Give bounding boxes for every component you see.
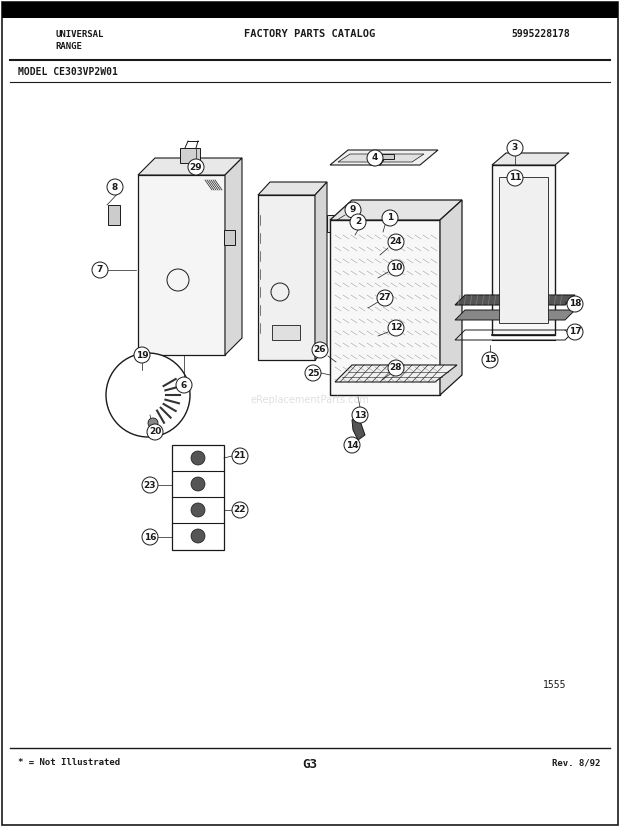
Polygon shape	[330, 220, 440, 395]
Polygon shape	[258, 182, 327, 195]
Text: 3: 3	[512, 144, 518, 152]
Polygon shape	[335, 365, 457, 382]
Text: G3: G3	[303, 758, 317, 771]
Circle shape	[232, 448, 248, 464]
Bar	[382, 154, 394, 159]
Polygon shape	[138, 158, 242, 175]
Circle shape	[92, 262, 108, 278]
Polygon shape	[330, 150, 438, 165]
Circle shape	[312, 342, 328, 358]
Text: 5995228178: 5995228178	[512, 29, 570, 39]
Bar	[499, 177, 548, 323]
Polygon shape	[352, 415, 365, 440]
Text: FACTORY PARTS CATALOG: FACTORY PARTS CATALOG	[244, 29, 376, 39]
Polygon shape	[258, 195, 315, 360]
Text: 28: 28	[390, 364, 402, 372]
Polygon shape	[138, 175, 225, 355]
Text: 17: 17	[569, 327, 582, 337]
Text: 10: 10	[390, 264, 402, 273]
Polygon shape	[225, 158, 242, 355]
Circle shape	[191, 451, 205, 465]
Circle shape	[344, 437, 360, 453]
Text: 27: 27	[379, 294, 391, 303]
Text: 24: 24	[390, 237, 402, 246]
Text: 25: 25	[307, 369, 319, 377]
Circle shape	[188, 159, 204, 175]
Bar	[172, 445, 224, 550]
Circle shape	[148, 418, 158, 428]
Bar	[2, 2, 618, 18]
Text: 19: 19	[136, 351, 148, 360]
Text: 4: 4	[372, 154, 378, 162]
Polygon shape	[440, 200, 462, 395]
Polygon shape	[330, 200, 462, 220]
Polygon shape	[455, 310, 575, 320]
Polygon shape	[492, 153, 569, 165]
Text: 14: 14	[346, 441, 358, 450]
Circle shape	[388, 320, 404, 336]
Text: 11: 11	[509, 174, 521, 183]
Text: 15: 15	[484, 356, 496, 365]
Polygon shape	[224, 230, 235, 245]
Text: 23: 23	[144, 480, 156, 490]
Circle shape	[345, 202, 361, 218]
Text: 7: 7	[97, 265, 103, 275]
Circle shape	[567, 324, 583, 340]
Text: 6: 6	[181, 380, 187, 390]
Text: MODEL CE303VP2W01: MODEL CE303VP2W01	[18, 67, 118, 77]
Circle shape	[388, 234, 404, 250]
Text: 2: 2	[355, 218, 361, 227]
Polygon shape	[327, 215, 340, 232]
Polygon shape	[315, 182, 327, 360]
Text: 26: 26	[314, 346, 326, 355]
Circle shape	[388, 260, 404, 276]
Circle shape	[305, 365, 321, 381]
Circle shape	[191, 477, 205, 491]
Text: 29: 29	[190, 162, 202, 171]
Circle shape	[191, 529, 205, 543]
Circle shape	[191, 503, 205, 517]
Circle shape	[352, 407, 368, 423]
Polygon shape	[180, 148, 200, 163]
Circle shape	[567, 296, 583, 312]
Circle shape	[482, 352, 498, 368]
Text: * = Not Illustrated: * = Not Illustrated	[18, 758, 120, 767]
Text: Rev. 8/92: Rev. 8/92	[552, 758, 600, 767]
Text: 22: 22	[234, 505, 246, 514]
Circle shape	[176, 377, 192, 393]
Text: 18: 18	[569, 299, 582, 308]
Circle shape	[147, 424, 163, 440]
Polygon shape	[108, 205, 120, 225]
Circle shape	[106, 353, 190, 437]
Polygon shape	[455, 295, 575, 305]
Circle shape	[507, 170, 523, 186]
Text: 1: 1	[387, 213, 393, 222]
Circle shape	[377, 290, 393, 306]
Circle shape	[107, 179, 123, 195]
Text: 9: 9	[350, 205, 356, 214]
Circle shape	[388, 360, 404, 376]
Circle shape	[507, 140, 523, 156]
Polygon shape	[492, 165, 555, 335]
Bar	[272, 325, 300, 340]
Circle shape	[350, 214, 366, 230]
Text: 12: 12	[390, 323, 402, 332]
Text: 13: 13	[354, 410, 366, 419]
Text: eReplacementParts.com: eReplacementParts.com	[250, 395, 370, 405]
Circle shape	[232, 502, 248, 518]
Circle shape	[142, 529, 158, 545]
Text: 16: 16	[144, 533, 156, 542]
Circle shape	[134, 347, 150, 363]
Text: 20: 20	[149, 428, 161, 437]
Text: UNIVERSAL
RANGE: UNIVERSAL RANGE	[55, 30, 104, 50]
Polygon shape	[338, 154, 424, 162]
Circle shape	[367, 150, 383, 166]
Text: 21: 21	[234, 452, 246, 461]
Circle shape	[382, 210, 398, 226]
Circle shape	[142, 477, 158, 493]
Text: 8: 8	[112, 183, 118, 192]
Text: 1555: 1555	[543, 680, 567, 690]
